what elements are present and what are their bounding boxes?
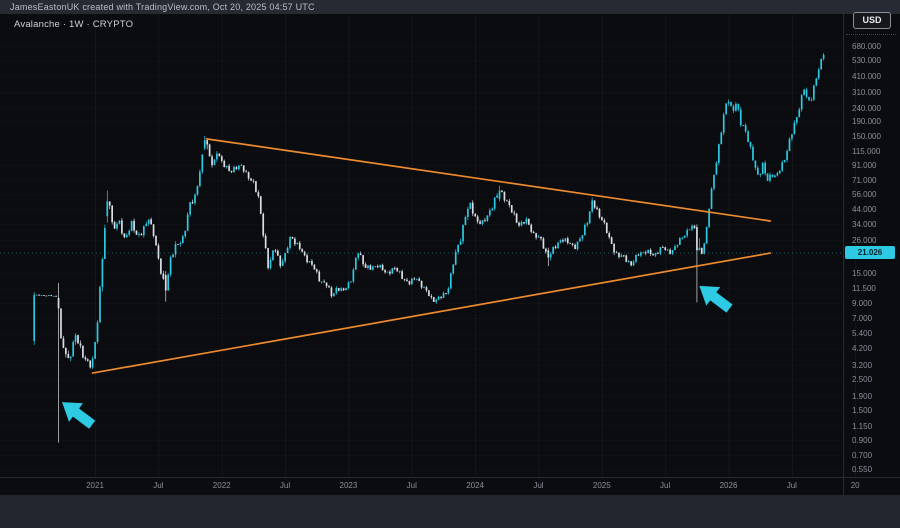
attribution-bar: JamesEastonUK created with TradingView.c… xyxy=(0,0,900,14)
x-axis-tick: Jul xyxy=(153,481,164,490)
y-axis-tick: 44.000 xyxy=(852,204,877,214)
y-axis-tick: 115.000 xyxy=(852,147,881,157)
y-axis-tick: 15.000 xyxy=(852,268,877,278)
arrow-marker-drawings[interactable] xyxy=(62,285,733,429)
y-axis-tick: 2.500 xyxy=(852,375,873,385)
y-axis-tick: 4.200 xyxy=(852,344,873,354)
last-price-tag: 21.026 xyxy=(845,246,895,259)
x-axis-tick: 2021 xyxy=(86,481,104,490)
y-axis-tick: 410.000 xyxy=(852,71,881,81)
trendline-ascending-support[interactable] xyxy=(91,252,772,374)
candlestick-series[interactable] xyxy=(33,52,825,443)
x-axis-tick: 2022 xyxy=(212,481,231,490)
y-axis-tick: 56.000 xyxy=(852,190,877,200)
y-axis-tick: 11.500 xyxy=(852,284,876,294)
y-axis-tick: 310.000 xyxy=(852,88,881,98)
y-axis-tick: 680.000 xyxy=(852,41,881,51)
y-axis-tick: 1.500 xyxy=(852,405,873,415)
y-axis-tick: 240.000 xyxy=(852,103,881,113)
y-axis-tick: 91.000 xyxy=(852,161,877,171)
usd-currency-button[interactable]: USD xyxy=(853,12,891,29)
arrow-2020-wick[interactable] xyxy=(62,402,96,429)
y-axis-tick: 3.200 xyxy=(852,360,873,370)
y-axis-tick: 26.000 xyxy=(852,235,877,245)
x-axis-tick: Jul xyxy=(786,481,797,490)
attribution-text: JamesEastonUK created with TradingView.c… xyxy=(10,2,315,12)
y-axis-tick: 34.000 xyxy=(852,219,877,229)
x-axis-tick: Jul xyxy=(660,481,671,490)
trendline-drawings[interactable] xyxy=(91,138,772,374)
y-axis-tick: 71.000 xyxy=(852,176,877,186)
y-axis-tick: 5.400 xyxy=(852,329,873,339)
x-axis-tick: 2024 xyxy=(466,481,484,490)
x-axis-tick: 2023 xyxy=(339,481,358,490)
y-axis-tick: 190.000 xyxy=(852,117,881,127)
arrow-2025-wick[interactable] xyxy=(699,285,733,313)
axis-separators xyxy=(0,14,900,495)
symbol-title: Avalanche · 1W · CRYPTO xyxy=(14,19,134,30)
y-axis-tick: 7.000 xyxy=(852,314,873,323)
y-axis-tick: 1.150 xyxy=(852,421,873,431)
y-axis-tick: 9.000 xyxy=(852,299,873,309)
trendline-descending-resistance[interactable] xyxy=(205,138,772,222)
y-axis-tick: 0.700 xyxy=(852,451,873,461)
x-axis-tick: 2025 xyxy=(592,481,611,490)
y-axis-tick: 0.900 xyxy=(852,436,873,446)
grid-lines xyxy=(95,14,857,477)
footer-bar: TradingView xyxy=(0,495,900,528)
y-axis-tick: 0.550 xyxy=(852,465,873,475)
y-axis-tick: 1.900 xyxy=(852,391,873,401)
x-axis-tick: 2026 xyxy=(719,481,738,490)
x-axis-tick: 20 xyxy=(850,481,860,490)
x-axis-tick: Jul xyxy=(279,481,291,490)
price-scale-separator xyxy=(846,34,896,35)
x-axis-tick: Jul xyxy=(406,481,417,490)
x-axis-tick: Jul xyxy=(533,481,544,490)
y-axis-tick: 530.000 xyxy=(852,56,881,66)
y-axis-tick: 150.000 xyxy=(852,131,881,141)
